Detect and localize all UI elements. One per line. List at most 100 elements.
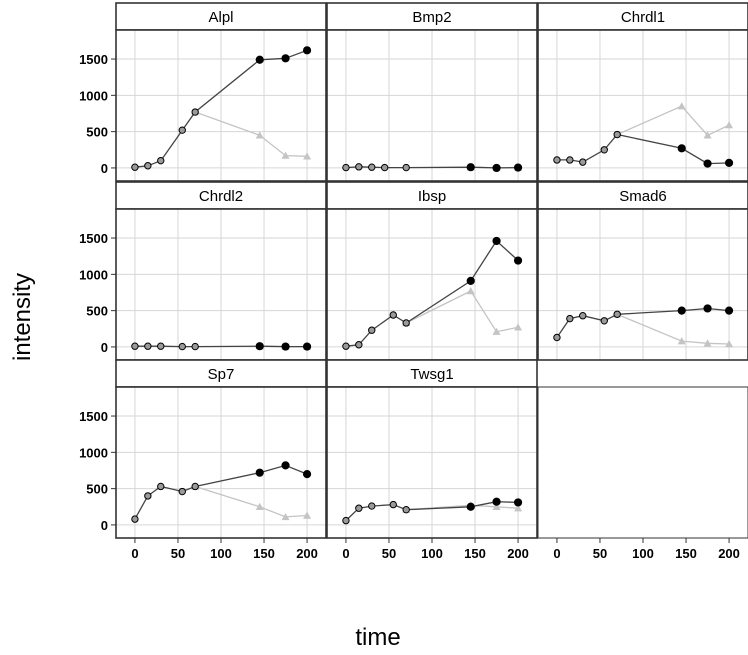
x-tick-label: 150 [464, 546, 486, 561]
y-tick-label: 0 [101, 518, 108, 533]
point-black [600, 317, 608, 325]
panel-strip [326, 359, 538, 388]
gridlines [327, 209, 537, 360]
point-black [178, 487, 186, 496]
point-gray [514, 504, 523, 512]
point-black [389, 311, 397, 319]
point-gray [703, 339, 712, 347]
point-black [492, 163, 501, 173]
series-line-gray [195, 485, 308, 518]
point-black [724, 306, 734, 315]
panel-twsg1: Twsg1 [326, 359, 538, 539]
y-tick-label: 0 [101, 340, 108, 355]
point-gray [677, 337, 686, 345]
panel-border [537, 208, 748, 361]
series-line-gray [616, 313, 730, 345]
point-black [579, 158, 587, 166]
point-gray [725, 121, 734, 129]
y-tick-label: 1000 [79, 445, 108, 460]
point-gray [492, 327, 501, 335]
point-black [281, 461, 290, 470]
y-tick-label: 1000 [79, 88, 108, 103]
panel-title: Ibsp [418, 188, 446, 205]
panel-chrdl1: Chrdl1 [537, 2, 748, 182]
point-black [492, 497, 501, 506]
point-black [191, 482, 199, 491]
x-tick-label: 200 [296, 546, 318, 561]
panel-title: Chrdl2 [199, 188, 243, 205]
point-black [178, 126, 186, 134]
panel-ibsp: Ibsp [326, 181, 538, 361]
x-tick-label: 200 [718, 546, 740, 561]
panel-border [537, 29, 748, 182]
point-gray [303, 511, 312, 519]
point-black [380, 163, 389, 172]
x-axis-ticks: 0 50 100 150 200 0 50 100 150 200 0 50 100 150 200 [131, 538, 740, 561]
panel-title: Twsg1 [410, 366, 453, 383]
point-black [513, 256, 523, 265]
point-black [302, 342, 312, 351]
point-gray [677, 102, 686, 110]
x-tick-label: 150 [253, 546, 275, 561]
point-black [513, 163, 523, 172]
point-black [389, 500, 397, 509]
point-black [342, 163, 350, 172]
gridlines [116, 387, 326, 538]
y-tick-label: 1500 [79, 231, 108, 246]
point-gray [466, 287, 475, 295]
x-tick-label: 0 [553, 546, 560, 561]
y-tick-label: 500 [86, 304, 108, 319]
panels: Alpl Bmp2 Chrdl1 Chrdl2 Ibsp Smad6 Sp7 Twsg1 [115, 2, 748, 539]
y-axis-ticks: 0 500 1000 1500 0 500 1000 1500 0 500 1000 1500 [79, 52, 116, 533]
y-axis-title: intensity [9, 273, 36, 361]
gridlines [327, 387, 537, 538]
point-black [613, 310, 621, 318]
point-black [131, 342, 139, 350]
point-black [600, 146, 608, 154]
panel-title: Sp7 [208, 366, 235, 383]
point-gray [492, 502, 501, 510]
point-black [281, 54, 290, 63]
point-black [255, 342, 264, 351]
point-black [281, 342, 290, 351]
point-black [466, 163, 475, 172]
point-black [355, 163, 363, 171]
point-gray [255, 502, 264, 510]
x-tick-label: 150 [675, 546, 697, 561]
point-black [157, 342, 165, 350]
x-tick-label: 50 [171, 546, 185, 561]
series-line-gray [406, 504, 519, 511]
panel-strip [115, 2, 327, 31]
point-black [355, 504, 363, 512]
x-tick-label: 200 [507, 546, 529, 561]
y-tick-label: 0 [101, 161, 108, 176]
panel-border [115, 29, 327, 182]
point-black [466, 276, 475, 285]
point-gray [303, 152, 312, 160]
x-tick-label: 100 [421, 546, 443, 561]
x-tick-label: 100 [210, 546, 232, 561]
panel-title: Smad6 [619, 188, 667, 205]
panel-strip [537, 2, 748, 31]
point-black [178, 342, 186, 351]
point-black [553, 333, 561, 342]
panel-title: Chrdl1 [621, 9, 665, 26]
point-black [131, 515, 139, 523]
point-black [566, 314, 574, 323]
point-black [566, 156, 574, 164]
point-black [157, 482, 165, 491]
point-gray [725, 340, 734, 348]
empty-panel [537, 386, 748, 539]
point-black [157, 156, 165, 165]
point-black [724, 158, 734, 167]
x-tick-label: 100 [632, 546, 654, 561]
y-tick-label: 500 [86, 125, 108, 140]
point-black [302, 46, 312, 55]
series-line-gray [405, 290, 519, 333]
y-tick-label: 1500 [79, 409, 108, 424]
point-black [677, 306, 686, 315]
panel-alpl: Alpl [115, 2, 327, 182]
x-tick-label: 50 [593, 546, 607, 561]
point-black [355, 341, 363, 349]
